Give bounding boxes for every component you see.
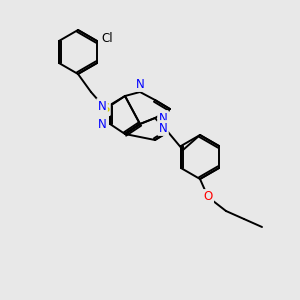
- Text: N: N: [159, 112, 167, 124]
- Text: N: N: [159, 122, 167, 134]
- Text: N: N: [98, 100, 106, 112]
- Text: S: S: [101, 101, 109, 115]
- Text: N: N: [136, 77, 144, 91]
- Text: Cl: Cl: [101, 32, 113, 44]
- Text: N: N: [98, 118, 106, 130]
- Text: O: O: [203, 190, 213, 203]
